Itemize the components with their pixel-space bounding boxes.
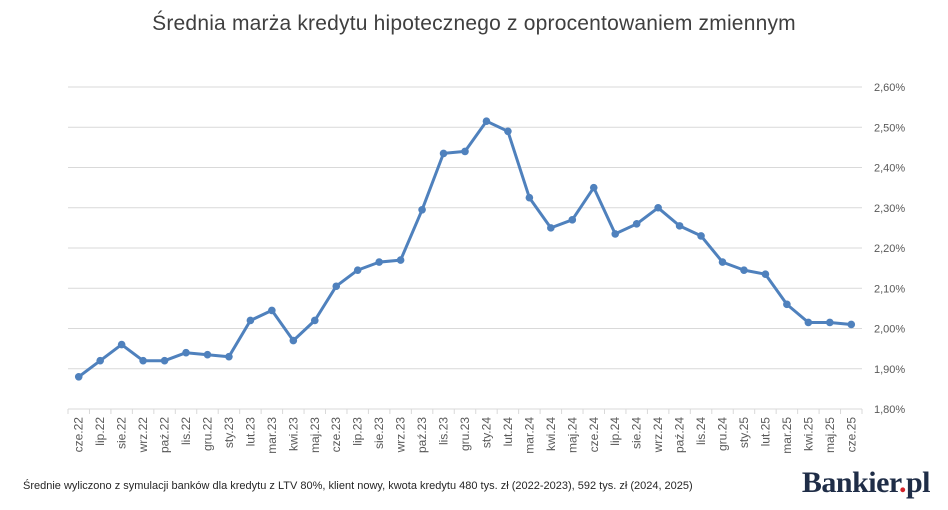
bankier-logo[interactable]: Bankier.pl <box>801 466 931 500</box>
data-point <box>589 183 598 192</box>
data-point <box>675 222 684 230</box>
y-tick-label: 2,10% <box>874 283 905 295</box>
data-point <box>225 352 233 361</box>
y-axis-ticks: 1,80% 1,90% 2,00% 2,10% 2,20% 2,30% 2,40% 2,50%… <box>874 82 905 416</box>
data-point <box>568 216 577 224</box>
x-tick-label: gru.23 <box>458 417 472 451</box>
data-point <box>375 258 383 266</box>
data-point <box>246 316 255 325</box>
x-tick-label: paź.23 <box>415 417 429 453</box>
x-tick-label: sie.24 <box>630 417 644 449</box>
x-tick-label: gru.24 <box>716 417 730 451</box>
data-point <box>718 258 727 266</box>
x-tick-label: paź.22 <box>158 417 172 453</box>
y-tick-label: 2,20% <box>874 243 905 255</box>
x-tick-label: lut.24 <box>501 417 515 447</box>
line-chart: 1,80% 1,90% 2,00% 2,10% 2,20% 2,30% 2,40% 2,50%… <box>67 82 905 454</box>
x-tick-label: lut.23 <box>243 417 257 447</box>
data-point <box>332 282 341 291</box>
data-point <box>461 147 469 156</box>
gridlines <box>68 86 862 410</box>
y-tick-label: 2,30% <box>874 203 905 215</box>
series-line <box>77 119 852 379</box>
data-point <box>697 232 705 240</box>
data-point <box>826 318 834 327</box>
x-tick-label: lis.23 <box>437 417 451 445</box>
x-tick-label: cze.23 <box>329 417 343 453</box>
data-point <box>654 203 662 212</box>
y-tick-label: 1,80% <box>874 404 905 416</box>
x-tick-label: sty.25 <box>737 417 751 448</box>
y-tick-label: 2,40% <box>874 163 905 175</box>
x-tick-label: sty.24 <box>479 417 493 448</box>
x-tick-label: kwi.23 <box>286 417 300 451</box>
data-point <box>310 316 319 325</box>
x-tick-label: sie.23 <box>372 417 386 449</box>
data-point <box>139 356 147 365</box>
data-point <box>547 224 555 232</box>
x-tick-label: cze.24 <box>587 417 601 453</box>
brand-tld: pl <box>905 466 931 499</box>
brand-name: Bankier <box>801 466 900 499</box>
y-tick-label: 2,00% <box>874 324 905 336</box>
data-point <box>74 373 83 381</box>
x-tick-label: wrz.22 <box>136 417 150 454</box>
x-tick-label: wrz.23 <box>394 417 408 454</box>
x-tick-label: lip.24 <box>608 417 622 446</box>
x-tick-label: paź.24 <box>673 417 687 453</box>
x-tick-label: sty.23 <box>222 417 236 448</box>
data-point <box>289 336 298 345</box>
data-point <box>525 193 534 202</box>
data-point <box>418 205 426 214</box>
x-tick-label: lip.23 <box>351 417 365 446</box>
data-point <box>783 300 791 309</box>
data-point <box>611 230 620 238</box>
data-point <box>182 348 190 357</box>
x-tick-label: cze.22 <box>72 417 86 453</box>
data-point <box>439 149 448 158</box>
data-point <box>504 127 512 136</box>
footnote: Średnie wyliczono z symulacji banków dla… <box>23 480 693 492</box>
data-point <box>117 340 126 349</box>
x-tick-label: maj.23 <box>308 417 322 453</box>
x-tick-label: lis.22 <box>179 417 193 445</box>
y-tick-label: 1,90% <box>874 364 905 376</box>
data-point <box>203 350 212 359</box>
x-axis-ticks: cze.22 lip.22 sie.22 wrz.22 paź.22 lis.22 gru.… <box>67 409 863 454</box>
data-point <box>268 306 276 315</box>
x-tick-label: mar.25 <box>780 417 794 454</box>
x-tick-label: sie.22 <box>115 417 129 449</box>
chart-title: Średnia marża kredytu hipotecznego z opr… <box>152 12 796 35</box>
x-tick-label: lut.25 <box>758 417 772 447</box>
data-point <box>353 266 362 274</box>
x-tick-label: maj.24 <box>565 417 579 453</box>
x-tick-label: kwi.25 <box>801 417 815 451</box>
y-tick-label: 2,60% <box>874 82 905 94</box>
data-point <box>740 266 748 274</box>
x-tick-label: mar.23 <box>265 417 279 454</box>
series-line-group <box>74 117 856 381</box>
data-point <box>632 220 641 228</box>
data-point <box>804 318 813 327</box>
data-point <box>396 256 405 264</box>
x-tick-label: wrz.24 <box>651 417 665 454</box>
data-point <box>160 356 169 365</box>
data-point <box>96 356 104 365</box>
x-tick-label: lip.22 <box>93 417 107 446</box>
x-tick-label: gru.22 <box>200 417 214 451</box>
y-tick-label: 2,50% <box>874 122 905 134</box>
data-point <box>847 320 856 329</box>
x-tick-label: kwi.24 <box>544 417 558 451</box>
x-tick-label: cze.25 <box>844 417 858 453</box>
x-tick-label: mar.24 <box>522 417 536 454</box>
x-tick-label: maj.25 <box>823 417 837 453</box>
brand-dot: . <box>898 466 907 499</box>
data-point <box>761 270 770 278</box>
data-point <box>482 117 491 126</box>
x-tick-label: lis.24 <box>694 417 708 445</box>
